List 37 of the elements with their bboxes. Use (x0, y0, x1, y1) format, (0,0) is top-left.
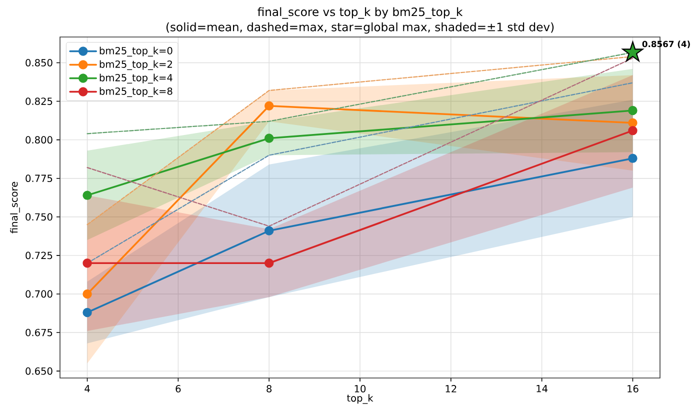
x-tick-label: 12 (446, 385, 456, 392)
point (628, 126, 638, 136)
point (628, 118, 638, 128)
chart-title: final_score vs top_k by bm25_top_k (258, 7, 463, 19)
point (264, 258, 274, 268)
point (82, 258, 92, 268)
point (628, 154, 638, 163)
legend-label: bm25_top_k=0 (100, 46, 172, 57)
x-axis-title: top_k (347, 394, 374, 404)
legend-label: bm25_top_k=8 (100, 87, 172, 98)
y-tick-label: 0.775 (26, 174, 52, 182)
legend-label: bm25_top_k=2 (100, 60, 172, 70)
point (82, 289, 92, 299)
y-tick-label: 0.725 (26, 252, 52, 260)
x-tick-label: 8 (266, 385, 272, 392)
chart-subtitle: (solid=mean, dashed=max, star=global max, shaded=±1 std dev) (166, 22, 554, 34)
y-tick-label: 0.850 (26, 59, 52, 66)
y-tick-label: 0.700 (26, 290, 52, 298)
legend-label: bm25_top_k=4 (100, 74, 172, 84)
y-tick-label: 0.825 (26, 98, 52, 105)
x-tick-label: 4 (84, 385, 90, 392)
y-tick-label: 0.750 (26, 213, 52, 221)
y-axis-title: final_score (10, 182, 20, 234)
point (264, 134, 274, 143)
point (628, 106, 638, 116)
x-tick-label: 14 (536, 385, 548, 392)
point (264, 226, 274, 236)
y-tick-label: 0.675 (26, 328, 52, 336)
x-tick-label: 10 (354, 385, 366, 392)
point (264, 101, 274, 111)
y-tick-label: 0.800 (26, 136, 52, 144)
y-tick-label: 0.650 (26, 367, 52, 375)
x-tick-label: 6 (176, 385, 181, 392)
x-tick-label: 16 (628, 385, 638, 392)
point (622, 41, 644, 62)
point (82, 308, 92, 318)
point (82, 190, 92, 200)
